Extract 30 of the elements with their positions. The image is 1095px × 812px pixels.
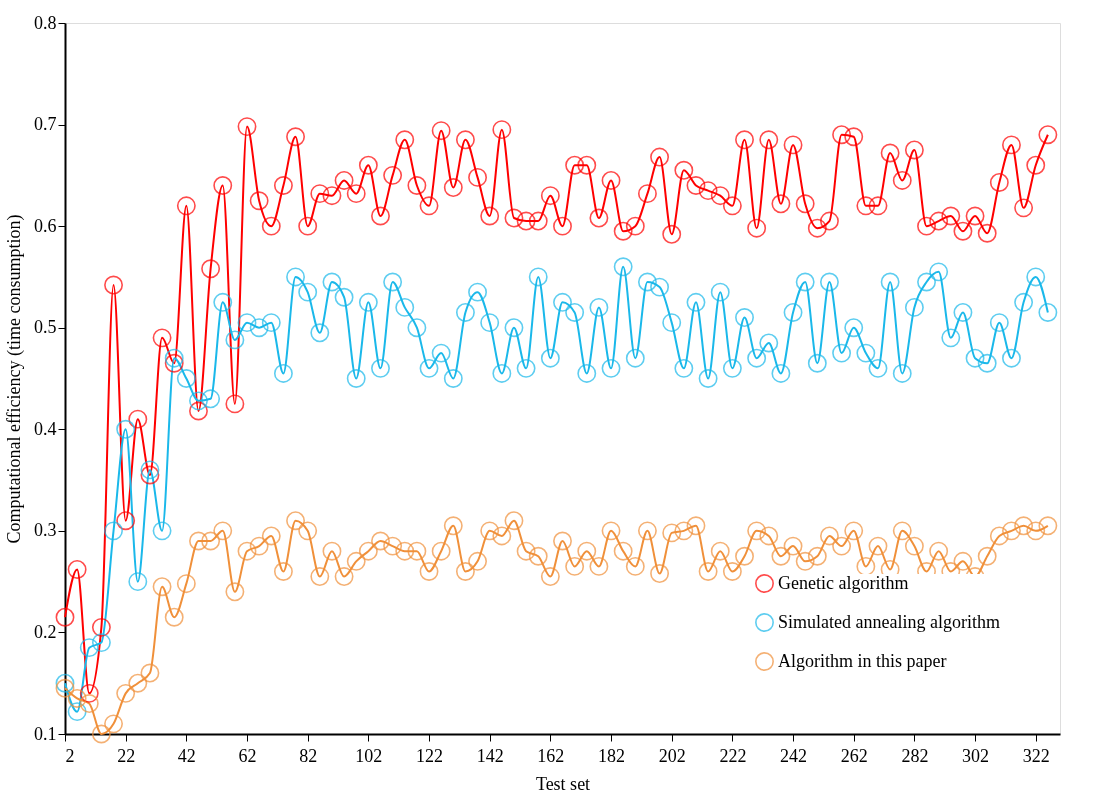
x-axis-title: Test set <box>535 773 591 794</box>
y-tick-label: 0.4 <box>34 418 57 439</box>
legend-label: Simulated annealing algorithm <box>778 611 1000 632</box>
y-tick-label: 0.5 <box>34 317 57 338</box>
y-tick-label: 0.1 <box>34 723 57 744</box>
y-tick-label: 0.7 <box>34 114 57 135</box>
y-tick-label: 0.6 <box>34 215 57 236</box>
x-tick-label: 322 <box>1022 745 1050 766</box>
x-tick-label: 282 <box>901 745 929 766</box>
x-tick-label: 2 <box>65 745 75 766</box>
x-tick-label: 142 <box>476 745 504 766</box>
x-tick-label: 302 <box>962 745 990 766</box>
x-tick-label: 202 <box>658 745 686 766</box>
legend-label: Algorithm in this paper <box>778 650 947 671</box>
x-tick-label: 82 <box>299 745 318 766</box>
x-tick-label: 222 <box>719 745 747 766</box>
y-tick-label: 0.2 <box>34 621 57 642</box>
x-tick-label: 62 <box>238 745 257 766</box>
x-tick-label: 242 <box>780 745 808 766</box>
x-tick-label: 42 <box>177 745 196 766</box>
x-tick-label: 162 <box>537 745 565 766</box>
y-tick-label: 0.3 <box>34 520 57 541</box>
legend-label: Genetic algorithm <box>778 572 909 593</box>
y-tick-label: 0.8 <box>34 12 57 33</box>
y-axis-title: Computational efficiency (time consumption) <box>4 214 25 544</box>
x-tick-label: 262 <box>840 745 868 766</box>
x-tick-label: 102 <box>355 745 383 766</box>
x-tick-label: 22 <box>117 745 136 766</box>
x-tick-label: 122 <box>416 745 444 766</box>
x-tick-label: 182 <box>598 745 626 766</box>
